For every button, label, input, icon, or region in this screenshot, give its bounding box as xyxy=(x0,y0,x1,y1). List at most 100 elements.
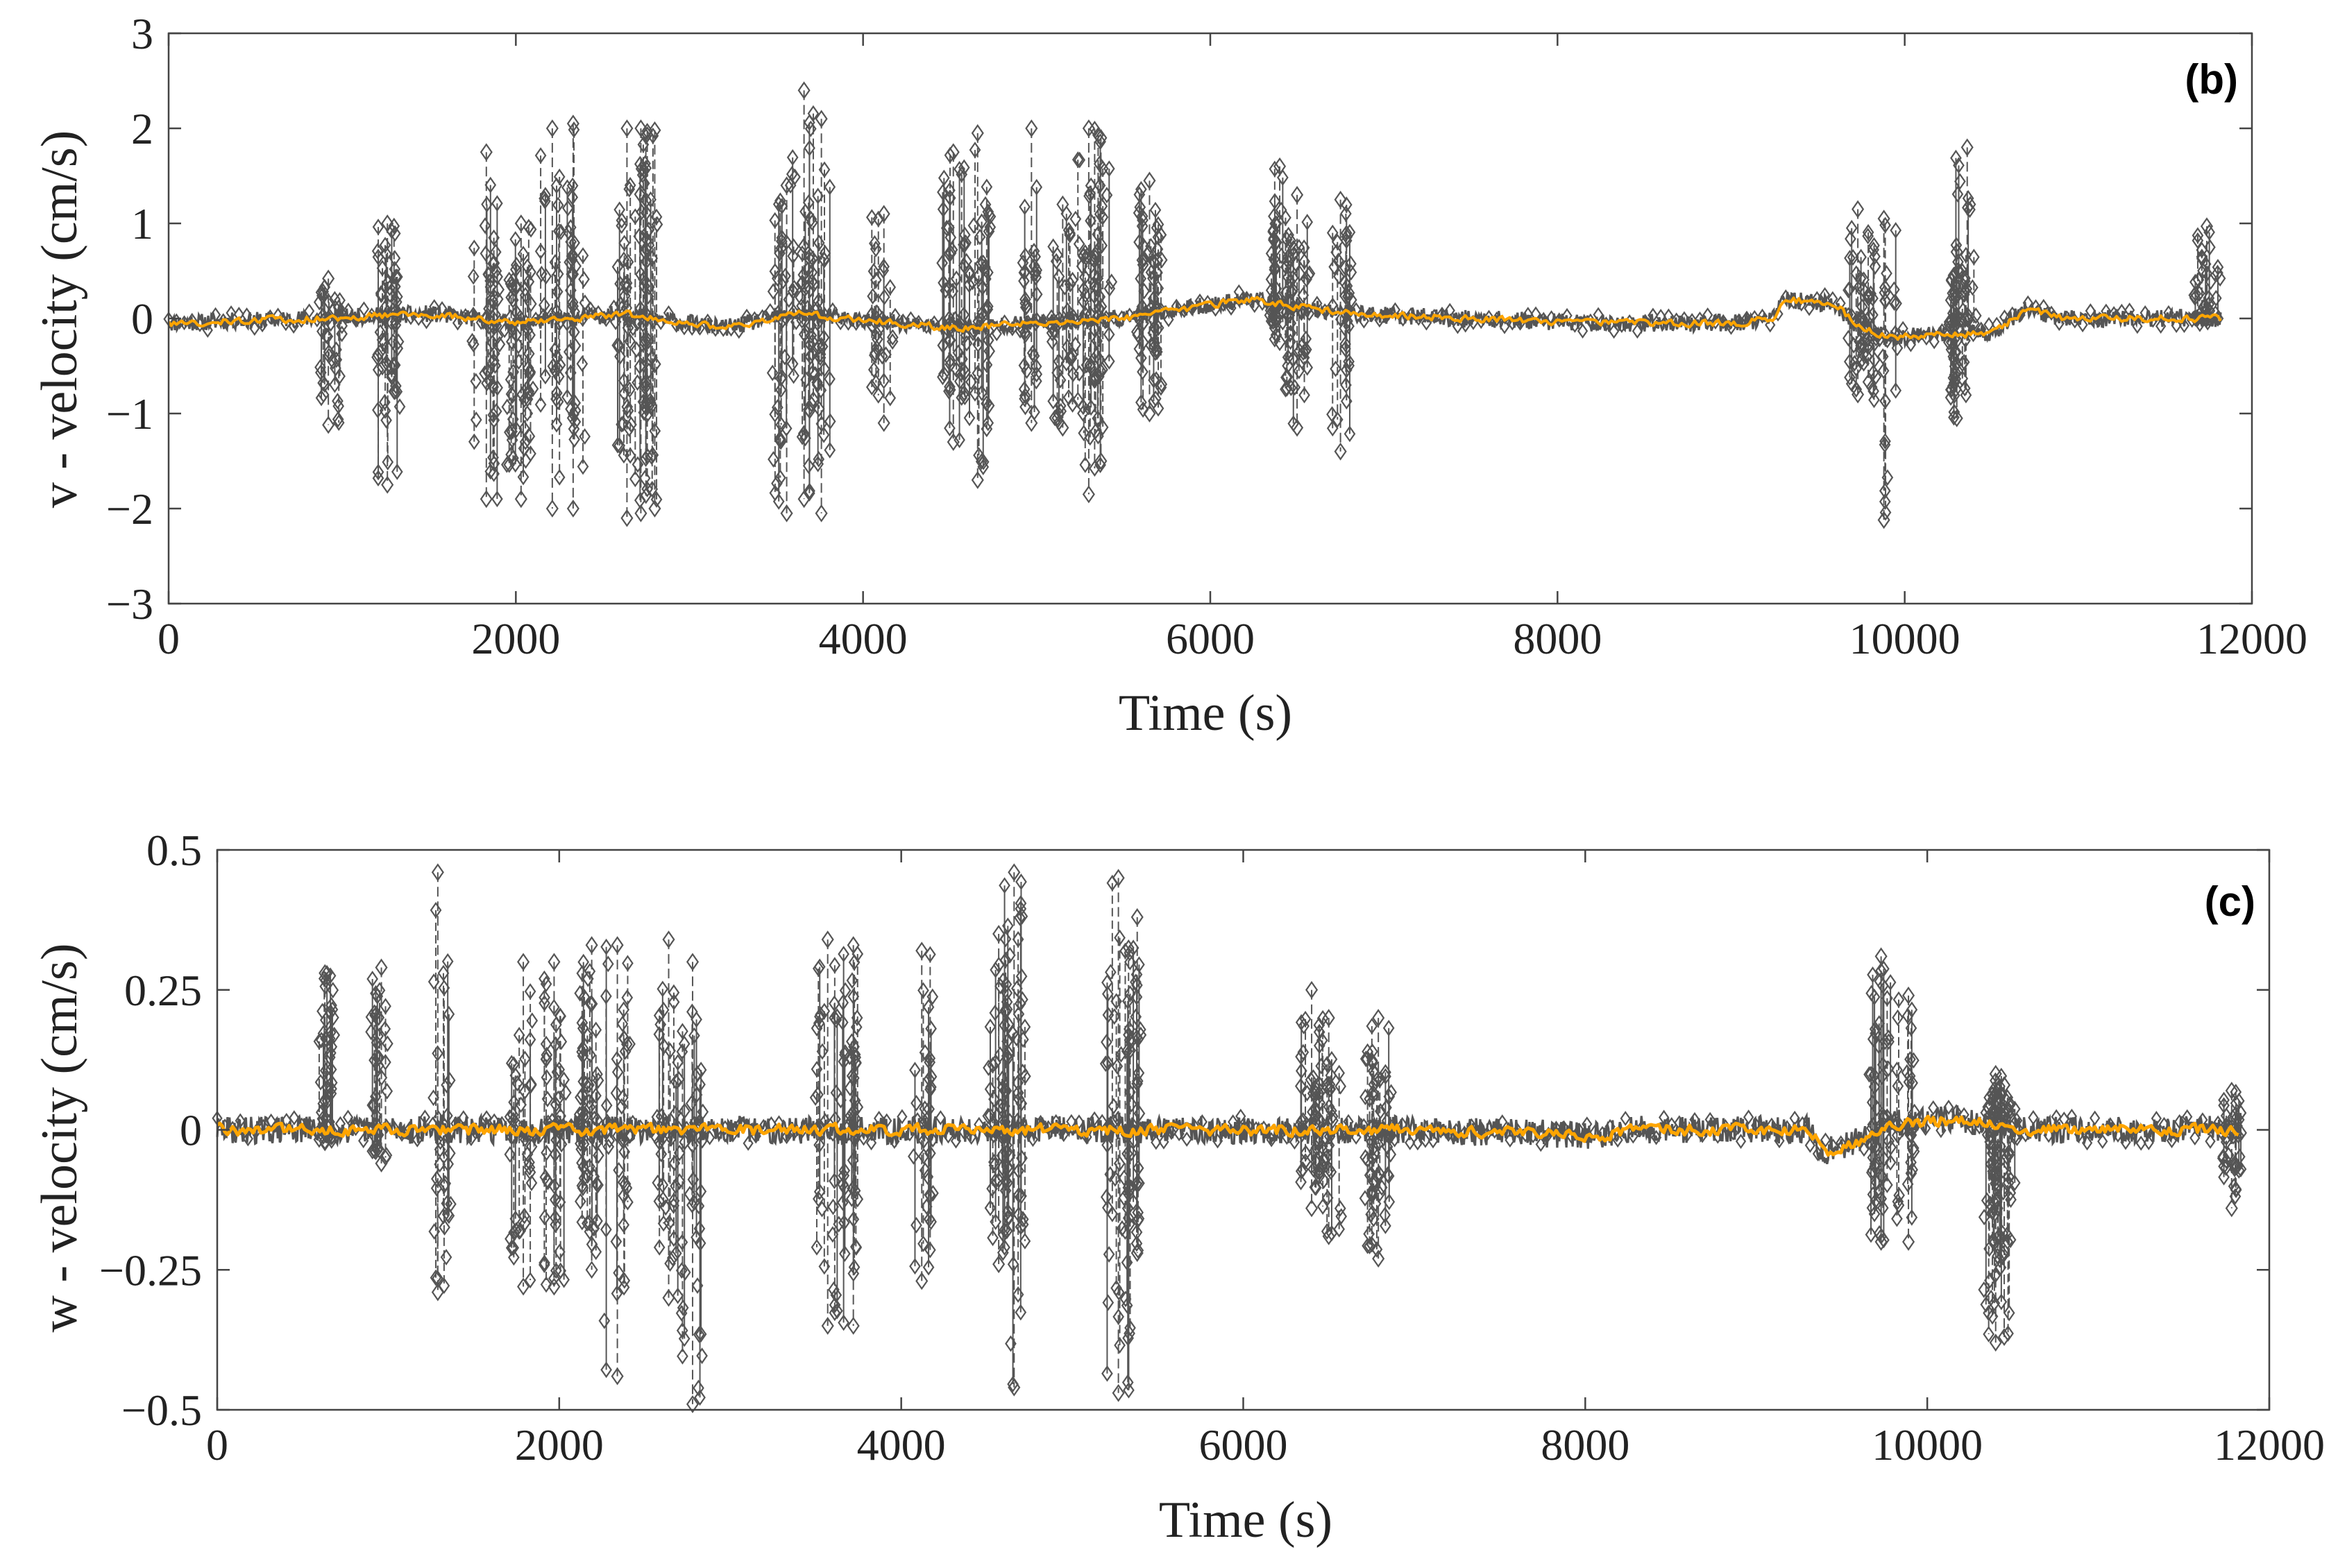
spike-marker xyxy=(1282,357,1294,375)
spike-marker xyxy=(813,1136,825,1154)
raw-marker xyxy=(1074,1114,1085,1130)
spike-marker xyxy=(371,987,384,1005)
spike-marker xyxy=(1843,280,1856,298)
spike-marker xyxy=(1945,334,1958,351)
spike-marker xyxy=(956,166,968,183)
spike-marker xyxy=(389,383,401,400)
spike-marker xyxy=(591,1212,603,1229)
spike-marker xyxy=(1294,1077,1307,1095)
spike-marker xyxy=(1281,380,1293,397)
spike-extreme-marker xyxy=(1112,1383,1125,1402)
spike-marker xyxy=(1017,321,1029,339)
spike-marker xyxy=(1327,1112,1339,1129)
spike-marker xyxy=(592,1072,604,1089)
spike-marker xyxy=(524,1031,536,1048)
spike-marker xyxy=(430,901,442,919)
x-tick-label: 4000 xyxy=(819,614,908,663)
spike-cluster xyxy=(2188,217,2226,327)
spike-marker xyxy=(389,225,401,242)
spike-marker xyxy=(524,983,536,1000)
spike-marker xyxy=(1904,1067,1916,1084)
spike-marker xyxy=(553,469,566,486)
spike-marker xyxy=(1110,993,1122,1010)
raw-marker xyxy=(1616,318,1627,333)
spike-marker xyxy=(923,1211,935,1228)
spike-marker xyxy=(525,1138,538,1155)
spike-marker xyxy=(1373,1185,1386,1202)
spike-marker xyxy=(466,332,478,350)
spike-marker xyxy=(468,239,480,257)
spike-marker xyxy=(685,1095,697,1112)
spike-marker xyxy=(521,404,534,422)
spike-extreme-marker xyxy=(648,500,661,518)
raw-marker xyxy=(741,308,752,324)
raw-marker xyxy=(358,1133,369,1149)
spike-marker xyxy=(1994,1251,2006,1268)
spike-marker xyxy=(600,1221,612,1238)
spike-marker xyxy=(313,293,325,311)
spike-marker xyxy=(427,973,440,990)
spike-marker xyxy=(1326,406,1338,423)
spike-marker xyxy=(1060,355,1073,372)
spike-extreme-marker xyxy=(431,863,444,882)
spike-extreme-marker xyxy=(2225,1199,2238,1218)
spike-marker xyxy=(1019,398,1031,416)
spike-marker xyxy=(391,269,403,286)
spike-marker xyxy=(1135,180,1147,198)
raw-marker xyxy=(303,303,315,319)
spike-marker xyxy=(372,219,384,235)
spike-marker xyxy=(1960,246,1972,264)
spike-marker xyxy=(668,984,680,1001)
spike-marker xyxy=(884,279,897,296)
spike-marker xyxy=(611,336,624,354)
spike-marker xyxy=(380,355,392,371)
spike-marker xyxy=(1105,964,1117,981)
spike-marker xyxy=(867,361,880,378)
raw-marker xyxy=(1241,291,1253,307)
spike-marker xyxy=(850,1055,862,1072)
spike-marker xyxy=(655,1145,668,1163)
raw-marker xyxy=(1582,1116,1593,1132)
spike-marker xyxy=(920,1198,933,1215)
spike-cluster xyxy=(1083,128,1118,470)
raw-marker xyxy=(1574,1123,1585,1138)
spike-marker xyxy=(325,1085,337,1102)
spike-marker xyxy=(2205,273,2217,290)
spike-marker xyxy=(1988,1090,1999,1107)
spike-marker xyxy=(1333,268,1345,285)
spike-marker xyxy=(999,877,1010,894)
spike-marker xyxy=(814,346,827,363)
raw-marker xyxy=(272,307,284,323)
spike-marker xyxy=(389,260,401,278)
spike-marker xyxy=(982,203,994,221)
spike-extreme-marker xyxy=(815,504,828,522)
spike-marker xyxy=(926,988,939,1005)
spike-marker xyxy=(678,1035,690,1053)
spike-marker xyxy=(999,951,1012,969)
spike-marker xyxy=(1151,241,1164,258)
spike-marker xyxy=(525,1175,538,1191)
raw-marker xyxy=(1163,312,1174,327)
spike-extreme-marker xyxy=(1960,309,1974,327)
raw-marker xyxy=(1632,323,1643,339)
spike-marker xyxy=(695,1326,707,1343)
spike-marker xyxy=(2210,289,2222,307)
spike-marker xyxy=(1001,1048,1013,1064)
spike-marker xyxy=(2230,1156,2242,1173)
spike-marker xyxy=(1090,423,1101,440)
spike-marker xyxy=(1273,291,1285,308)
spike-marker xyxy=(876,310,888,327)
raw-marker xyxy=(942,1128,954,1144)
spike-marker xyxy=(1890,222,1902,239)
spike-marker xyxy=(999,1238,1010,1256)
raw-marker xyxy=(756,309,768,325)
spike-marker xyxy=(1295,1173,1307,1191)
raw-marker xyxy=(1928,1100,1939,1116)
spike-marker xyxy=(944,332,956,349)
raw-marker xyxy=(2143,1135,2154,1150)
raw-marker xyxy=(1382,307,1393,323)
spike-marker xyxy=(654,1016,667,1033)
spike-marker xyxy=(1890,1117,1902,1134)
spike-marker xyxy=(1017,1064,1028,1080)
spike-marker xyxy=(1988,1081,2000,1098)
